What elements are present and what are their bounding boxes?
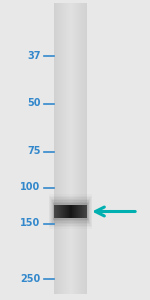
Bar — [58, 3, 59, 294]
Text: 250: 250 — [20, 274, 40, 284]
Bar — [85, 205, 86, 218]
Bar — [84, 3, 85, 294]
Bar — [72, 3, 73, 294]
Bar — [69, 3, 70, 294]
Bar — [82, 3, 83, 294]
Bar — [61, 205, 62, 218]
Bar — [76, 205, 77, 218]
Bar — [83, 205, 84, 218]
Bar — [50, 196, 92, 227]
Bar — [78, 205, 79, 218]
Bar — [76, 3, 77, 294]
Bar — [63, 205, 64, 218]
Bar — [52, 200, 89, 223]
Bar — [75, 3, 76, 294]
Bar — [79, 3, 80, 294]
Text: 50: 50 — [27, 98, 40, 109]
Bar — [54, 3, 55, 294]
Bar — [78, 3, 79, 294]
Bar — [67, 3, 68, 294]
Bar — [77, 205, 78, 218]
Bar — [60, 3, 61, 294]
Bar — [57, 205, 58, 218]
Bar — [76, 205, 77, 218]
Bar — [51, 199, 90, 224]
Bar — [67, 205, 68, 218]
Bar — [80, 205, 81, 218]
Bar — [60, 205, 61, 218]
Bar — [86, 3, 87, 294]
Bar — [49, 194, 92, 229]
Bar — [81, 205, 82, 218]
Bar — [73, 3, 74, 294]
Bar — [84, 205, 85, 218]
Bar — [65, 3, 66, 294]
Bar — [74, 205, 75, 218]
Bar — [70, 205, 71, 218]
Bar — [63, 3, 64, 294]
Bar — [55, 205, 56, 218]
Bar — [72, 205, 73, 218]
Bar — [62, 205, 63, 218]
Bar — [68, 3, 69, 294]
Bar — [61, 3, 62, 294]
Bar — [54, 3, 55, 294]
Bar — [78, 205, 79, 218]
Text: 75: 75 — [27, 146, 40, 157]
Bar — [73, 205, 74, 218]
Bar — [59, 205, 60, 218]
Bar — [63, 3, 64, 294]
Bar — [74, 205, 75, 218]
Bar — [69, 205, 70, 218]
Bar — [70, 205, 71, 218]
Bar — [82, 205, 83, 218]
Bar — [70, 3, 71, 294]
Bar — [72, 205, 73, 218]
Bar — [86, 205, 87, 218]
Bar — [68, 205, 69, 218]
Bar — [83, 3, 84, 294]
Bar — [50, 197, 91, 226]
Text: 37: 37 — [27, 50, 40, 61]
Bar — [64, 205, 65, 218]
Bar — [57, 3, 58, 294]
Bar — [77, 3, 78, 294]
Bar — [65, 205, 66, 218]
Bar — [86, 205, 87, 218]
Bar — [80, 3, 81, 294]
Bar — [62, 3, 63, 294]
Bar — [80, 205, 81, 218]
Bar — [70, 3, 71, 294]
Bar — [61, 3, 62, 294]
Bar — [54, 205, 87, 218]
Bar — [66, 205, 67, 218]
Bar — [71, 205, 72, 218]
Bar — [80, 3, 81, 294]
Bar — [81, 3, 82, 294]
Bar — [74, 3, 75, 294]
Bar — [58, 3, 59, 294]
Bar — [59, 3, 60, 294]
Bar — [56, 205, 57, 218]
Bar — [53, 203, 88, 220]
Text: 100: 100 — [20, 182, 40, 193]
Bar — [55, 205, 56, 218]
Bar — [79, 205, 80, 218]
Bar — [64, 205, 65, 218]
Bar — [75, 3, 76, 294]
Bar — [52, 202, 88, 221]
Bar — [56, 3, 57, 294]
Bar — [68, 3, 69, 294]
Bar — [66, 3, 67, 294]
Bar — [82, 3, 83, 294]
Bar — [64, 3, 65, 294]
Bar — [85, 3, 86, 294]
Bar — [54, 205, 55, 218]
Bar — [55, 3, 56, 294]
Bar — [58, 205, 59, 218]
Bar — [75, 205, 76, 218]
Text: 150: 150 — [20, 218, 40, 229]
Bar — [71, 3, 72, 294]
Bar — [59, 3, 60, 294]
